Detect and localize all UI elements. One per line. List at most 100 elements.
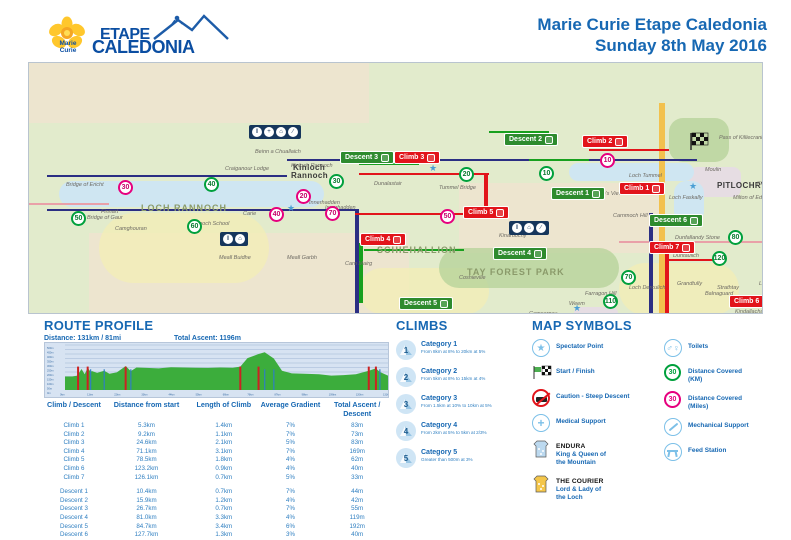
map-place-label: Carn Mairg: [345, 261, 373, 267]
map-place-label: Beinn a Chuallaich: [255, 149, 301, 155]
symbol-label-line: King & Queen of: [556, 451, 607, 458]
map-place-label: Meall Garbh: [287, 255, 317, 261]
map-descent-tag[interactable]: Descent 2: [504, 133, 559, 146]
map-place-label: Grandtully: [677, 281, 703, 287]
route-map[interactable]: PITLOCHRYABERFELDYKinlochRannoch LOCH RA…: [28, 62, 763, 314]
cell-gradient: 5%: [286, 473, 295, 481]
map-descent-tag[interactable]: Descent 1: [551, 187, 606, 200]
map-symbols-column-left: ★ Spectator Point Start / Finish Caution - …: [532, 339, 650, 509]
route-line-green-1: [359, 163, 419, 166]
cell-name: Climb 4: [63, 447, 85, 455]
distance-marker-miles[interactable]: 50: [440, 209, 455, 224]
map-climb-tag[interactable]: Climb 5: [463, 206, 510, 219]
cell-gradient: 7%: [286, 422, 295, 429]
elevation-area: [65, 352, 388, 390]
distance-marker-km[interactable]: 80: [728, 230, 743, 245]
map-area-label: LOCH RANNOCH: [141, 203, 227, 213]
cell-length: 1.2km: [215, 496, 233, 504]
cell-ascent: 119m: [349, 513, 365, 521]
map-road-b-1: [29, 203, 109, 205]
distance-marker-miles[interactable]: 10: [600, 153, 615, 168]
category-mountain-icon: 5: [396, 448, 416, 468]
x-axis-tick: 11km: [87, 394, 93, 397]
table-row: Descent 6 127.7km 1.3km 3% 40m: [44, 531, 392, 540]
etape-caledonia-logo: ETAPE CALEDONIA: [92, 12, 234, 58]
spectator-point-marker-3[interactable]: ★: [573, 303, 582, 313]
courier-jersey-icon: [532, 474, 550, 493]
map-place-label: Farragon Hill: [585, 291, 617, 297]
map-place-label: Meall Buidhe: [219, 255, 251, 261]
descent-marker: [90, 369, 92, 390]
distance-marker-km[interactable]: 60: [187, 219, 202, 234]
route-line-green-2: [489, 131, 549, 134]
route-line-red-5: [589, 149, 669, 152]
symbol-label-line: (Miles): [688, 403, 709, 410]
table-row: Climb 4 71.1km 3.1km 7% 169m: [44, 448, 392, 457]
cell-name: Descent 2: [60, 496, 88, 504]
map-climb-tag[interactable]: Climb 6: [729, 295, 762, 308]
cell-distance: 126.1km: [134, 473, 159, 481]
distance-marker-km[interactable]: 120: [712, 251, 727, 266]
map-symbol-item: ENDURA King & Queen of the Mountain: [532, 439, 650, 467]
map-climb-tag[interactable]: Climb 3: [394, 151, 441, 164]
map-place-label: Strathtay: [717, 285, 740, 291]
distance-marker-miles[interactable]: 40: [269, 207, 284, 222]
cell-gradient: 3%: [286, 531, 295, 539]
map-place-label: Camserney: [529, 311, 558, 314]
symbol-label-line: the Loch: [556, 494, 583, 501]
cell-ascent: 33m: [351, 473, 364, 481]
map-descent-tag-label: Descent 1: [556, 190, 590, 197]
spectator-point-marker-4[interactable]: ★: [689, 181, 698, 191]
map-symbol-item: 30 Distance Covered (KM): [664, 364, 782, 384]
map-climb-tag[interactable]: Climb 1: [619, 182, 666, 195]
distance-marker-km[interactable]: 50: [71, 211, 86, 226]
x-axis-tick: 109km: [329, 394, 337, 397]
distance-marker-miles[interactable]: 20: [296, 189, 311, 204]
map-symbol-item: THE COURIER Lord & Lady of the Loch: [532, 474, 650, 502]
map-service-box[interactable]: ‖ ⌂: [220, 232, 248, 246]
cell-gradient: 4%: [286, 456, 295, 464]
distance-marker-km[interactable]: 10: [539, 166, 554, 181]
route-line-red-7: [665, 259, 725, 262]
map-climb-tag[interactable]: Climb 4: [360, 233, 407, 246]
col-avg-gradient: Average Gradient: [260, 400, 321, 409]
spectator-point-marker-1[interactable]: ★: [287, 203, 296, 213]
cell-name: Descent 1: [60, 488, 88, 496]
climb-category-item: 5 Category 5 Greater than 500m at 3%: [396, 448, 521, 468]
route-line-green-3: [529, 159, 589, 162]
map-terrain-upland-nw: [29, 63, 369, 123]
map-descent-tag-label: Descent 5: [404, 300, 438, 307]
table-row: Climb 6 123.2km 0.9km 4% 40m: [44, 465, 392, 474]
map-symbol-label: Caution - Steep Descent: [556, 389, 630, 401]
map-descent-tag[interactable]: Descent 5: [399, 297, 454, 310]
map-climb-tag[interactable]: Climb 2: [582, 135, 629, 148]
distance-marker-km[interactable]: 70: [621, 270, 636, 285]
distance-marker-miles[interactable]: 70: [325, 206, 340, 221]
distance-marker-km[interactable]: 30: [329, 174, 344, 189]
feed-icon: ⌂: [524, 223, 534, 233]
map-descent-tag[interactable]: Descent 6: [649, 214, 704, 227]
descent-marker: [103, 369, 105, 390]
climb-marker: [77, 366, 80, 390]
map-symbols-heading: MAP SYMBOLS: [532, 318, 632, 333]
symbol-label-line: (KM): [688, 376, 703, 383]
distance-marker-km[interactable]: 110: [603, 294, 618, 309]
distance-marker-km[interactable]: 40: [204, 177, 219, 192]
cell-distance: 84.7km: [136, 522, 157, 530]
map-service-box[interactable]: ‖ ⌂ ∕: [509, 221, 549, 235]
map-climb-tag[interactable]: Climb 7: [649, 241, 696, 254]
spectator-point-marker-2[interactable]: ★: [429, 163, 438, 173]
category-chip-icon: [440, 299, 449, 308]
category-chip-icon: [393, 235, 402, 244]
map-area-label: SCHIEHALLION: [377, 245, 457, 255]
map-descent-tag[interactable]: Descent 4: [493, 247, 548, 260]
cell-ascent: 83m: [351, 439, 364, 447]
cell-gradient: 4%: [286, 464, 295, 472]
climb-descent-table: Climb / Descent Distance from start Leng…: [44, 400, 392, 540]
distance-marker-miles[interactable]: 30: [118, 180, 133, 195]
map-descent-tag[interactable]: Descent 3: [340, 151, 395, 164]
map-place-label: Camghouran: [115, 226, 147, 232]
map-service-box[interactable]: ‖ + ⌂ ∕: [249, 125, 301, 139]
distance-marker-km[interactable]: 20: [459, 167, 474, 182]
map-place-label: Dunfallandy Stone: [675, 235, 720, 241]
